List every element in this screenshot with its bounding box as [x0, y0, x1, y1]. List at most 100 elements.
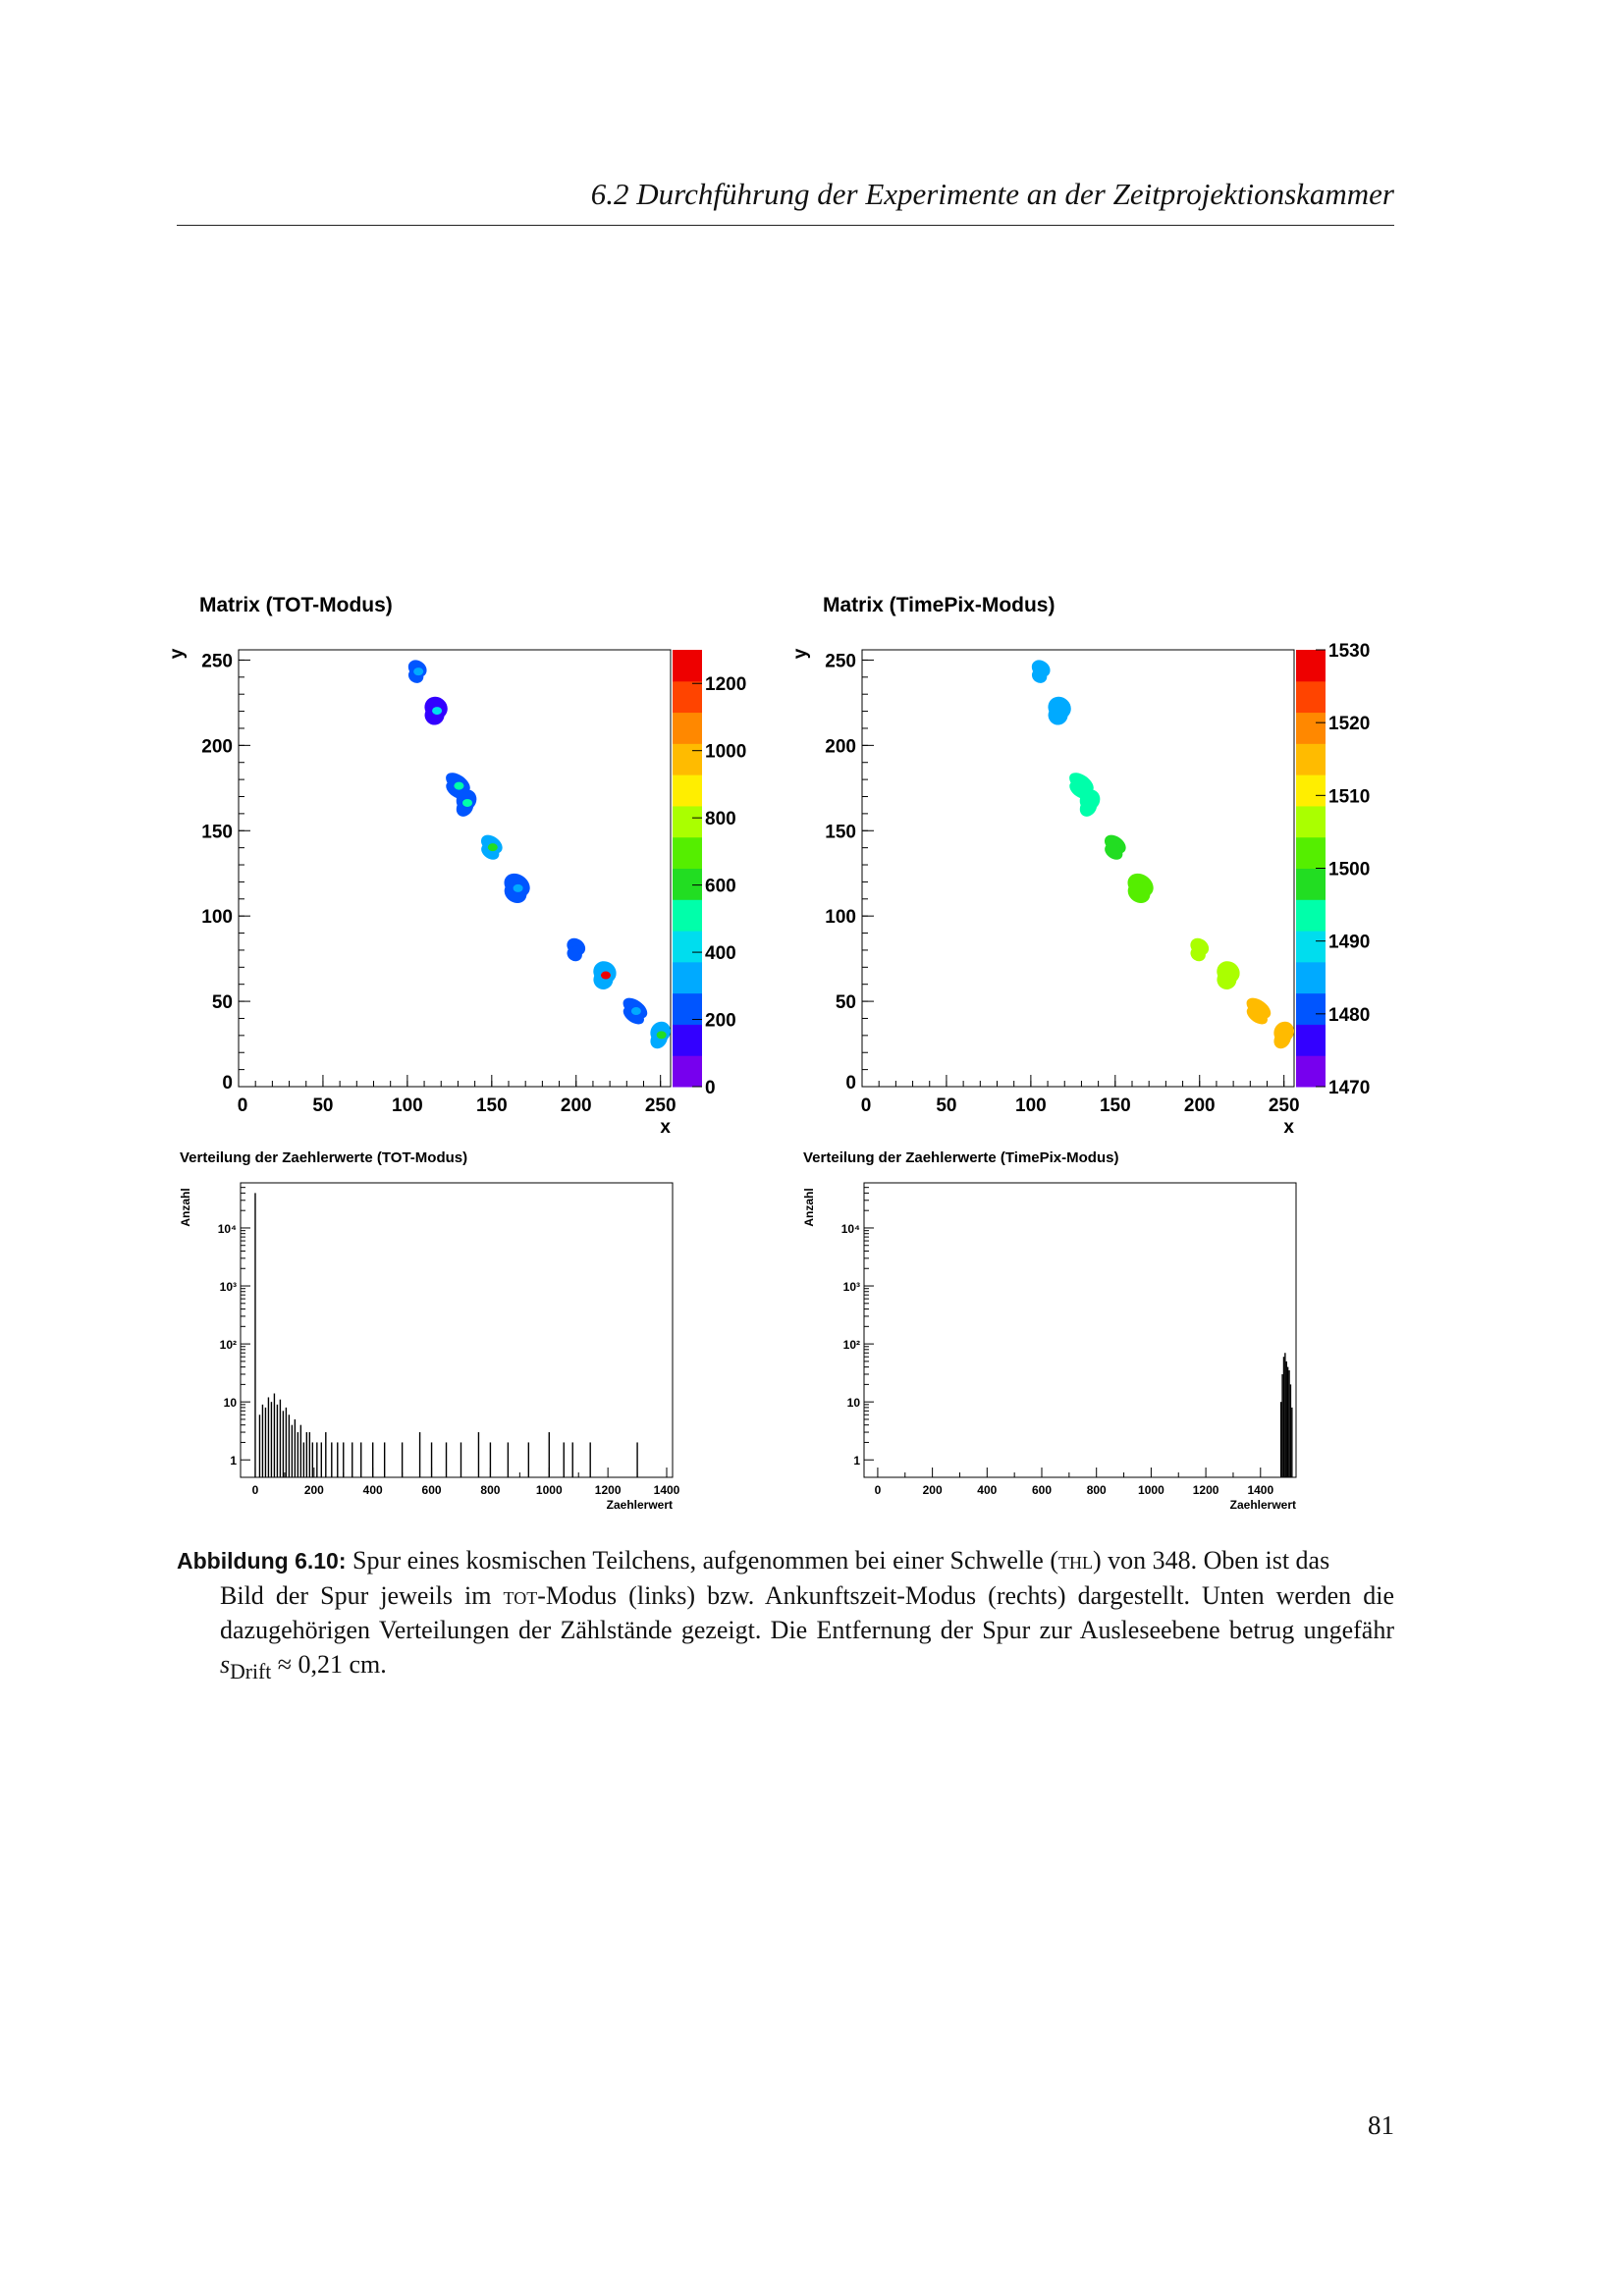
y-tick-label: 10 [224, 1396, 238, 1410]
x-tick-label: 400 [977, 1483, 997, 1497]
x-axis-label: x [660, 1117, 671, 1138]
colorbar-cell [673, 1024, 702, 1056]
colorbar-cell [1296, 743, 1326, 775]
colorbar-tick-label: 1490 [1328, 933, 1370, 953]
y-axis-label: Anzahl [802, 1188, 816, 1226]
y-tick-label: 0 [845, 1073, 856, 1094]
y-axis-label: Anzahl [179, 1188, 192, 1226]
colorbar-cell [1296, 836, 1326, 869]
histogram-panel-tot: Verteilung der Zaehlerwerte (TOT-Modus) 0… [179, 1149, 680, 1512]
plot-frame [863, 1182, 1297, 1478]
colorbar-tick-label: 1480 [1328, 1005, 1370, 1026]
track-cluster [1031, 668, 1048, 683]
y-tick-label: 100 [201, 907, 233, 928]
caption-text-1: Spur eines kosmischen Teilchens, aufgeno… [352, 1546, 1058, 1575]
colorbar-tick-label: 1000 [705, 742, 746, 763]
cluster-core [600, 971, 611, 980]
colorbar-cell [1296, 899, 1326, 932]
colorbar-cell [673, 712, 702, 744]
x-tick-label: 800 [1087, 1483, 1107, 1497]
track-cluster [1127, 881, 1151, 904]
colorbar-tick-label: 1530 [1328, 641, 1370, 662]
cluster-core [571, 945, 582, 954]
heatmap-panel-timepix: Matrix (TimePix-Modus) 0 50 100 150 200 250 0 50… [790, 594, 1370, 1138]
x-tick-label: 0 [861, 1095, 872, 1116]
y-tick-label: 50 [836, 992, 856, 1013]
x-tick-label: 0 [875, 1483, 882, 1497]
colorbar-cell [673, 836, 702, 869]
y-tick-label: 10² [220, 1338, 237, 1352]
x-tick-label: 0 [252, 1483, 259, 1497]
caption-label: Abbildung 6.10: [177, 1548, 347, 1574]
colorbar-cell [673, 774, 702, 807]
colorbar-cell [673, 899, 702, 932]
colorbar-cell [1296, 992, 1326, 1025]
colorbar-cell [1296, 680, 1326, 714]
caption-s-sub: Drift [230, 1660, 272, 1684]
colorbar-cell [1296, 1024, 1326, 1056]
y-tick-label: 1 [853, 1454, 860, 1468]
x-tick-label: 250 [645, 1095, 677, 1116]
x-axis-label: x [1283, 1117, 1294, 1138]
colorbar-cell [1296, 868, 1326, 900]
y-tick-label: 200 [201, 736, 233, 757]
x-tick-label: 1000 [536, 1483, 563, 1497]
x-tick-label: 400 [363, 1483, 383, 1497]
caption-text-2b: -Modus (links) bzw. Ankunftszeit-Modus (… [220, 1581, 1394, 1644]
plot-frame [240, 1182, 674, 1478]
running-head: 6.2 Durchführung der Experimente an der … [590, 177, 1394, 211]
y-tick-label: 10 [847, 1396, 861, 1410]
y-tick-label: 50 [212, 992, 233, 1013]
y-tick-label: 10³ [843, 1280, 860, 1294]
cluster-core [432, 707, 443, 716]
cluster-core [630, 1007, 641, 1016]
plot-frame [861, 649, 1295, 1088]
track-cluster [1273, 1030, 1291, 1049]
track-cluster [1190, 946, 1206, 962]
colorbar-cell [1296, 712, 1326, 744]
x-tick-label: 1400 [1247, 1483, 1273, 1497]
track-cluster [1217, 969, 1237, 989]
y-tick-label: 100 [825, 907, 856, 928]
x-tick-label: 250 [1269, 1095, 1300, 1116]
colorbar-tick-label: 600 [705, 877, 736, 897]
y-tick-label: 10² [843, 1338, 860, 1352]
x-tick-label: 800 [480, 1483, 500, 1497]
colorbar-cell [1296, 774, 1326, 807]
colorbar-cell [1296, 650, 1326, 682]
colorbar-tick-label: 1470 [1328, 1078, 1370, 1098]
colorbar-tick-label: 800 [705, 809, 736, 829]
colorbar-cell [673, 743, 702, 775]
chart-title: Verteilung der Zaehlerwerte (TimePix-Mod… [803, 1149, 1118, 1166]
x-tick-label: 100 [392, 1095, 423, 1116]
track-cluster [1105, 843, 1123, 860]
y-tick-label: 200 [825, 736, 856, 757]
y-tick-label: 10⁴ [218, 1222, 237, 1236]
cluster-core [454, 781, 464, 790]
x-tick-label: 150 [1100, 1095, 1131, 1116]
caption-text-1b: ) von 348. Oben ist das [1093, 1546, 1330, 1575]
colorbar-cell [673, 805, 702, 838]
colorbar-tick-label: 1500 [1328, 860, 1370, 881]
plot-frame [238, 649, 672, 1088]
header-rule [177, 225, 1394, 226]
colorbar-cell [1296, 805, 1326, 838]
y-tick-label: 0 [222, 1073, 233, 1094]
x-tick-label: 100 [1015, 1095, 1047, 1116]
colorbar-cell [1296, 931, 1326, 963]
caption-s: s [220, 1650, 231, 1679]
x-tick-label: 1000 [1138, 1483, 1164, 1497]
x-tick-label: 150 [476, 1095, 508, 1116]
colorbar-cell [1296, 1055, 1326, 1088]
page-number: 81 [1368, 2110, 1394, 2140]
caption-tot: TOT [503, 1581, 538, 1610]
caption-text-2c: ≈ 0,21 cm. [271, 1650, 387, 1679]
cluster-core [413, 667, 424, 676]
track-cluster [1246, 1006, 1268, 1025]
x-tick-label: 600 [422, 1483, 442, 1497]
colorbar-cell [673, 961, 702, 994]
x-tick-label: 200 [923, 1483, 943, 1497]
y-tick-label: 10³ [220, 1280, 237, 1294]
x-tick-label: 0 [238, 1095, 248, 1116]
y-tick-label: 1 [230, 1454, 237, 1468]
